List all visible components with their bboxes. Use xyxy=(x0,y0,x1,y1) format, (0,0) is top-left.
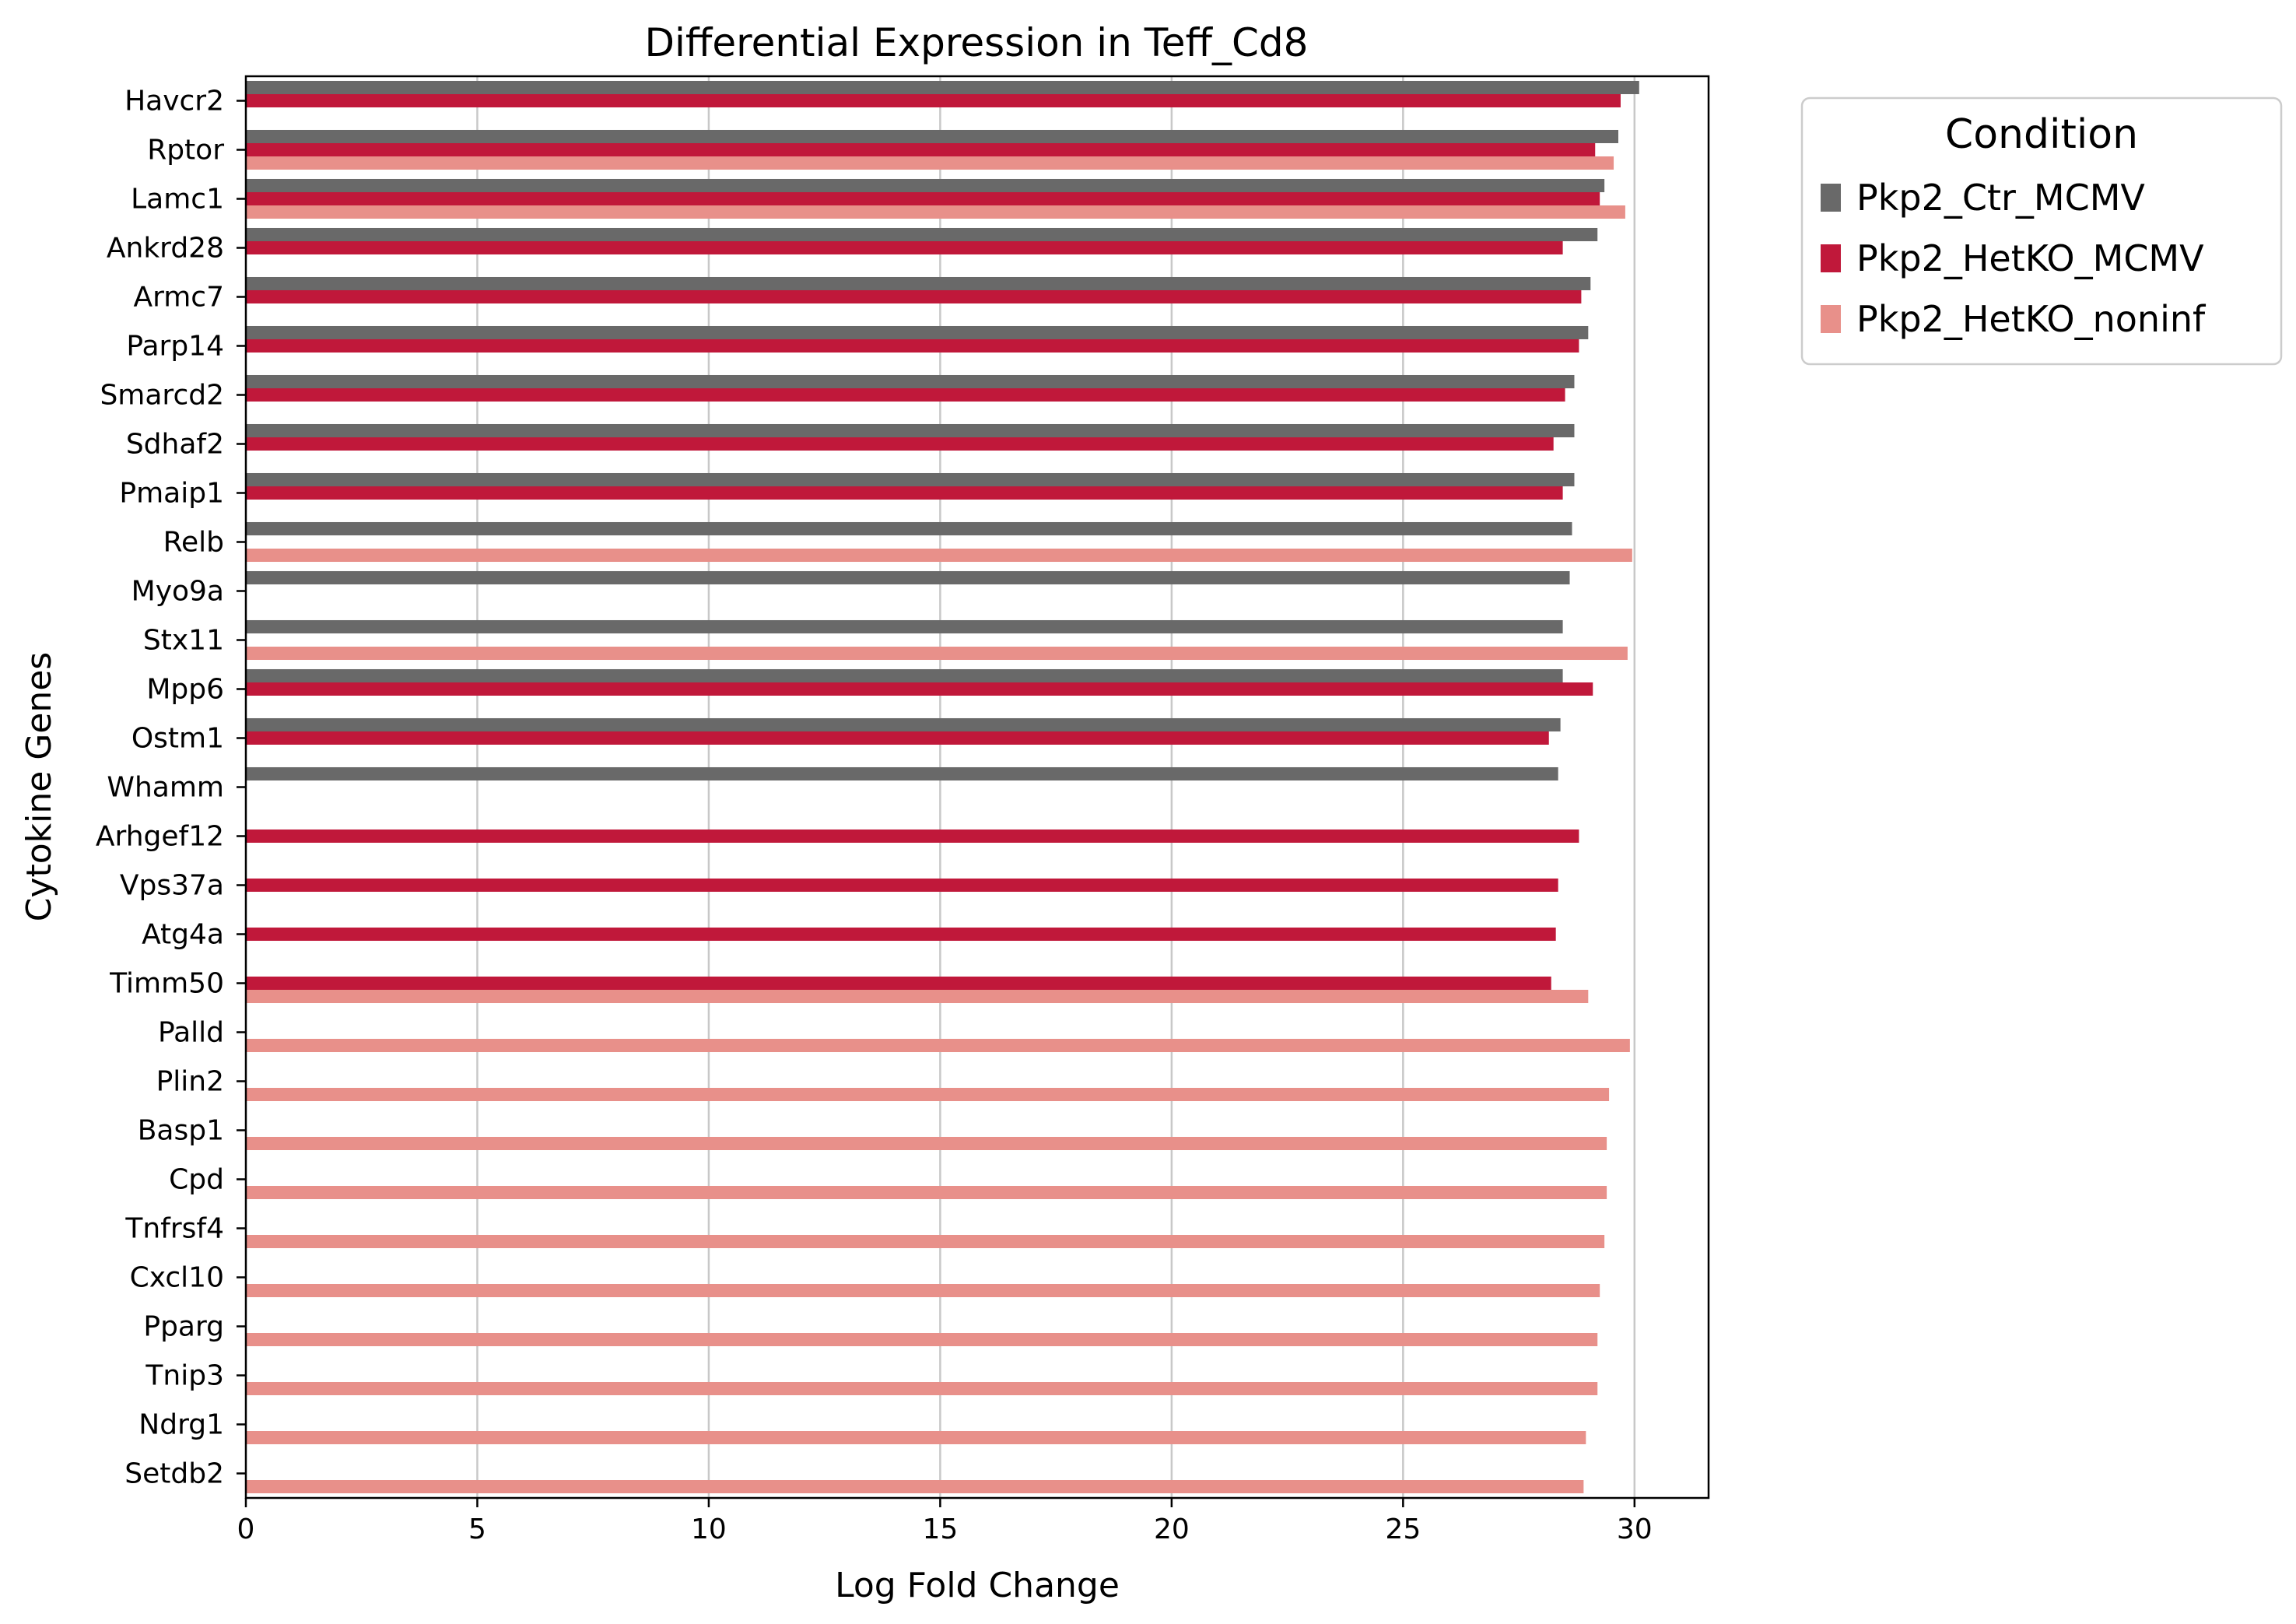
bar-armc7-pkp2-hetko-mcmv xyxy=(246,289,1582,304)
bar-stx11-pkp2-ctr-mcmv xyxy=(246,619,1563,633)
bar-ankrd28-pkp2-ctr-mcmv xyxy=(246,227,1598,241)
bar-armc7-pkp2-ctr-mcmv xyxy=(246,276,1591,290)
bar-myo9a-pkp2-ctr-mcmv xyxy=(246,570,1570,584)
bar-smarcd2-pkp2-ctr-mcmv xyxy=(246,374,1575,388)
y-tick-label: Sdhaf2 xyxy=(126,429,224,461)
y-tick-label: Tnfrsf4 xyxy=(124,1213,224,1245)
bars xyxy=(246,80,1639,1494)
bar-cxcl10-pkp2-hetko-noninf xyxy=(246,1284,1600,1298)
y-tick-label: Timm50 xyxy=(109,968,224,1000)
legend-frame xyxy=(1800,96,2283,366)
bar-ndrg1-pkp2-hetko-noninf xyxy=(246,1431,1586,1445)
y-tick-label: Plin2 xyxy=(156,1066,224,1098)
bar-ostm1-pkp2-hetko-mcmv xyxy=(246,731,1549,745)
legend-swatch xyxy=(1821,305,1841,333)
bar-mpp6-pkp2-hetko-mcmv xyxy=(246,682,1593,696)
legend: Condition Pkp2_Ctr_MCMVPkp2_HetKO_MCMVPk… xyxy=(1800,96,2283,366)
legend-label: Pkp2_HetKO_noninf xyxy=(1856,298,2207,340)
bar-parp14-pkp2-ctr-mcmv xyxy=(246,325,1589,339)
x-tick-label: 10 xyxy=(691,1514,727,1545)
y-tick-label: Setdb2 xyxy=(124,1458,224,1490)
bar-havcr2-pkp2-hetko-mcmv xyxy=(246,93,1621,108)
y-tick-label: Arhgef12 xyxy=(96,821,224,853)
x-tick-label: 25 xyxy=(1385,1514,1421,1545)
y-tick-label: Vps37a xyxy=(120,870,224,902)
x-tick-label: 15 xyxy=(922,1514,958,1545)
bar-arhgef12-pkp2-hetko-mcmv xyxy=(246,829,1579,844)
bar-relb-pkp2-hetko-noninf xyxy=(246,549,1632,563)
x-tick-label: 30 xyxy=(1617,1514,1653,1545)
bar-timm50-pkp2-hetko-noninf xyxy=(246,990,1589,1004)
bar-rptor-pkp2-hetko-noninf xyxy=(246,156,1614,170)
bar-basp1-pkp2-hetko-noninf xyxy=(246,1137,1607,1151)
y-axis-label: Cytokine Genes xyxy=(19,652,59,922)
legend-label: Pkp2_Ctr_MCMV xyxy=(1856,177,2145,219)
bar-pmaip1-pkp2-ctr-mcmv xyxy=(246,472,1575,486)
bar-timm50-pkp2-hetko-mcmv xyxy=(246,976,1551,991)
bar-rptor-pkp2-hetko-mcmv xyxy=(246,142,1596,157)
bar-atg4a-pkp2-hetko-mcmv xyxy=(246,927,1556,942)
y-tick-label: Lamc1 xyxy=(131,184,224,216)
y-tick-label: Cpd xyxy=(169,1164,224,1196)
bar-havcr2-pkp2-ctr-mcmv xyxy=(246,80,1639,94)
y-tick-label: Palld xyxy=(158,1017,224,1049)
y-tick-label: Tnip3 xyxy=(145,1360,224,1392)
y-tick-label: Armc7 xyxy=(133,282,224,314)
bar-pparg-pkp2-hetko-noninf xyxy=(246,1333,1598,1347)
bar-stx11-pkp2-hetko-noninf xyxy=(246,647,1628,661)
bar-rptor-pkp2-ctr-mcmv xyxy=(246,129,1618,143)
y-tick-label: Cxcl10 xyxy=(130,1262,224,1294)
y-tick-label: Mpp6 xyxy=(146,674,224,706)
bar-mpp6-pkp2-ctr-mcmv xyxy=(246,668,1563,682)
grid-lines xyxy=(476,76,1636,1498)
bar-plin2-pkp2-hetko-noninf xyxy=(246,1088,1610,1102)
bar-sdhaf2-pkp2-ctr-mcmv xyxy=(246,423,1575,437)
x-tick-label: 20 xyxy=(1154,1514,1190,1545)
y-tick-label: Parp14 xyxy=(126,331,224,363)
bar-whamm-pkp2-ctr-mcmv xyxy=(246,766,1558,780)
bar-lamc1-pkp2-hetko-mcmv xyxy=(246,191,1600,206)
y-tick-label: Rptor xyxy=(147,135,224,167)
x-tick-label: 5 xyxy=(468,1514,486,1545)
bar-ostm1-pkp2-ctr-mcmv xyxy=(246,717,1561,731)
y-axis-ticks: Havcr2 Rptor Lamc1 Ankrd28 Armc7 Parp14 Smarcd… xyxy=(96,86,246,1490)
legend-entries: Pkp2_Ctr_MCMV Pkp2_HetKO_MCMV Pkp2_HetKO_n… xyxy=(1821,177,2207,340)
legend-label: Pkp2_HetKO_MCMV xyxy=(1856,237,2204,279)
y-tick-label: Basp1 xyxy=(138,1115,224,1147)
y-tick-label: Stx11 xyxy=(143,625,224,657)
y-tick-label: Pparg xyxy=(143,1311,224,1343)
bar-cpd-pkp2-hetko-noninf xyxy=(246,1186,1607,1200)
bar-parp14-pkp2-hetko-mcmv xyxy=(246,338,1579,353)
y-tick-label: Ostm1 xyxy=(131,723,224,755)
y-tick-label: Relb xyxy=(163,527,224,559)
y-tick-label: Havcr2 xyxy=(124,86,224,118)
bar-smarcd2-pkp2-hetko-mcmv xyxy=(246,388,1565,402)
bar-tnip3-pkp2-hetko-noninf xyxy=(246,1382,1598,1396)
bar-lamc1-pkp2-ctr-mcmv xyxy=(246,178,1605,192)
y-tick-label: Ndrg1 xyxy=(138,1409,224,1441)
bar-pmaip1-pkp2-hetko-mcmv xyxy=(246,486,1563,500)
x-axis-label: Log Fold Change xyxy=(835,1566,1120,1605)
bar-ankrd28-pkp2-hetko-mcmv xyxy=(246,240,1563,255)
x-axis-ticks: 0 5 10 15 20 25 30 xyxy=(237,1498,1653,1545)
y-tick-label: Atg4a xyxy=(142,919,224,951)
legend-swatch xyxy=(1821,244,1841,272)
bar-palld-pkp2-hetko-noninf xyxy=(246,1039,1630,1053)
bar-vps37a-pkp2-hetko-mcmv xyxy=(246,878,1558,893)
y-tick-label: Myo9a xyxy=(131,576,224,608)
chart-title: Differential Expression in Teff_Cd8 xyxy=(645,20,1309,65)
bar-relb-pkp2-ctr-mcmv xyxy=(246,521,1572,535)
x-tick-label: 0 xyxy=(237,1514,255,1545)
bar-setdb2-pkp2-hetko-noninf xyxy=(246,1480,1584,1494)
y-tick-label: Ankrd28 xyxy=(107,233,224,265)
legend-title: Condition xyxy=(1945,111,2138,158)
y-tick-label: Smarcd2 xyxy=(100,380,224,412)
y-tick-label: Whamm xyxy=(107,772,224,804)
bar-tnfrsf4-pkp2-hetko-noninf xyxy=(246,1235,1605,1249)
bar-lamc1-pkp2-hetko-noninf xyxy=(246,205,1625,219)
y-tick-label: Pmaip1 xyxy=(119,478,224,510)
bar-sdhaf2-pkp2-hetko-mcmv xyxy=(246,437,1554,451)
legend-swatch xyxy=(1821,184,1841,212)
